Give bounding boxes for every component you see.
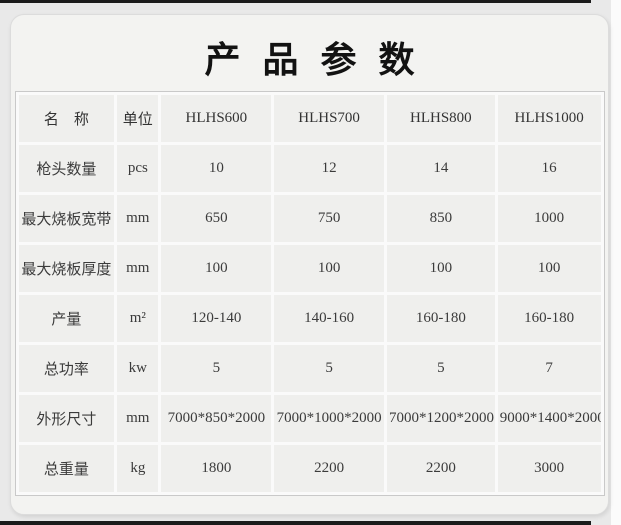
value-cell: 100 [497, 245, 601, 292]
row-label-cell: 最大烧板宽带 [18, 195, 115, 242]
header-cell-model2: HLHS700 [274, 95, 384, 142]
table-row: 最大烧板宽带 mm 650 750 850 1000 [18, 195, 601, 242]
value-cell: 3000 [497, 445, 601, 492]
value-cell: 9000*1400*2000 [497, 395, 601, 442]
row-label-cell: 最大烧板厚度 [18, 245, 115, 292]
table-row: 总功率 kw 5 5 5 7 [18, 345, 601, 392]
value-cell: 5 [386, 345, 495, 392]
row-label-cell: 总重量 [18, 445, 115, 492]
spec-card: 产品参数 名 称 单位 HLHS600 HLHS700 HLHS800 HLHS… [10, 14, 609, 515]
value-cell: 1800 [161, 445, 272, 492]
value-cell: 16 [497, 145, 601, 192]
table-row: 产量 m² 120-140 140-160 160-180 160-180 [18, 295, 601, 342]
value-cell: 100 [161, 245, 272, 292]
unit-cell: kw [117, 345, 159, 392]
value-cell: 14 [386, 145, 495, 192]
unit-cell: m² [117, 295, 159, 342]
unit-cell: mm [117, 195, 159, 242]
value-cell: 850 [386, 195, 495, 242]
value-cell: 100 [386, 245, 495, 292]
unit-cell: mm [117, 395, 159, 442]
value-cell: 2200 [386, 445, 495, 492]
page-title: 产品参数 [204, 40, 437, 81]
table-row: 总重量 kg 1800 2200 2200 3000 [18, 445, 601, 492]
value-cell: 7000*1000*2000 [274, 395, 384, 442]
right-edge-strip [611, 0, 621, 525]
header-cell-model1: HLHS600 [161, 95, 272, 142]
row-label-cell: 枪头数量 [18, 145, 115, 192]
value-cell: 5 [161, 345, 272, 392]
value-cell: 160-180 [497, 295, 601, 342]
table-row: 枪头数量 pcs 10 12 14 16 [18, 145, 601, 192]
table-row: 外形尺寸 mm 7000*850*2000 7000*1000*2000 700… [18, 395, 601, 442]
unit-cell: mm [117, 245, 159, 292]
value-cell: 7000*1200*2000 [386, 395, 495, 442]
value-cell: 100 [274, 245, 384, 292]
value-cell: 120-140 [161, 295, 272, 342]
value-cell: 7000*850*2000 [161, 395, 272, 442]
header-row: 名 称 单位 HLHS600 HLHS700 HLHS800 HLHS1000 [18, 95, 601, 142]
value-cell: 650 [161, 195, 272, 242]
header-cell-model3: HLHS800 [386, 95, 495, 142]
row-label-cell: 外形尺寸 [18, 395, 115, 442]
header-cell-model4: HLHS1000 [497, 95, 601, 142]
row-label-cell: 产量 [18, 295, 115, 342]
product-spec-table: 名 称 单位 HLHS600 HLHS700 HLHS800 HLHS1000 … [14, 91, 605, 496]
value-cell: 2200 [274, 445, 384, 492]
header-cell-unit: 单位 [117, 95, 159, 142]
unit-cell: pcs [117, 145, 159, 192]
row-label-cell: 总功率 [18, 345, 115, 392]
value-cell: 10 [161, 145, 272, 192]
value-cell: 140-160 [274, 295, 384, 342]
value-cell: 1000 [497, 195, 601, 242]
table-row: 最大烧板厚度 mm 100 100 100 100 [18, 245, 601, 292]
value-cell: 160-180 [386, 295, 495, 342]
value-cell: 12 [274, 145, 384, 192]
value-cell: 750 [274, 195, 384, 242]
value-cell: 5 [274, 345, 384, 392]
unit-cell: kg [117, 445, 159, 492]
value-cell: 7 [497, 345, 601, 392]
header-cell-name: 名 称 [18, 95, 115, 142]
top-divider-bar [0, 0, 591, 3]
bottom-divider-bar [0, 521, 591, 525]
